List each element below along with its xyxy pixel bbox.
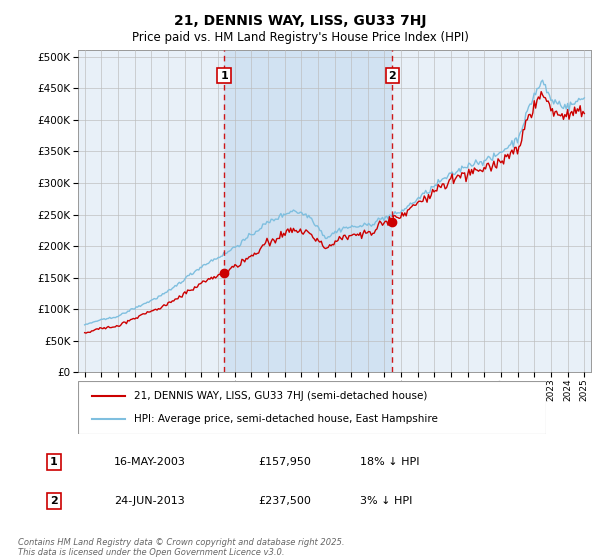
Text: 1: 1 — [220, 71, 228, 81]
Text: 2: 2 — [50, 496, 58, 506]
Text: 2: 2 — [388, 71, 396, 81]
Text: 1: 1 — [50, 457, 58, 467]
Text: £237,500: £237,500 — [258, 496, 311, 506]
Text: 21, DENNIS WAY, LISS, GU33 7HJ: 21, DENNIS WAY, LISS, GU33 7HJ — [174, 14, 426, 28]
Text: 24-JUN-2013: 24-JUN-2013 — [114, 496, 185, 506]
Text: 16-MAY-2003: 16-MAY-2003 — [114, 457, 186, 467]
Text: 3% ↓ HPI: 3% ↓ HPI — [360, 496, 412, 506]
Text: HPI: Average price, semi-detached house, East Hampshire: HPI: Average price, semi-detached house,… — [134, 414, 438, 424]
Bar — [224, 50, 392, 372]
Text: 18% ↓ HPI: 18% ↓ HPI — [360, 457, 419, 467]
Text: Price paid vs. HM Land Registry's House Price Index (HPI): Price paid vs. HM Land Registry's House … — [131, 31, 469, 44]
Text: £157,950: £157,950 — [258, 457, 311, 467]
Text: Contains HM Land Registry data © Crown copyright and database right 2025.
This d: Contains HM Land Registry data © Crown c… — [18, 538, 344, 557]
Text: 21, DENNIS WAY, LISS, GU33 7HJ (semi-detached house): 21, DENNIS WAY, LISS, GU33 7HJ (semi-det… — [134, 391, 428, 401]
